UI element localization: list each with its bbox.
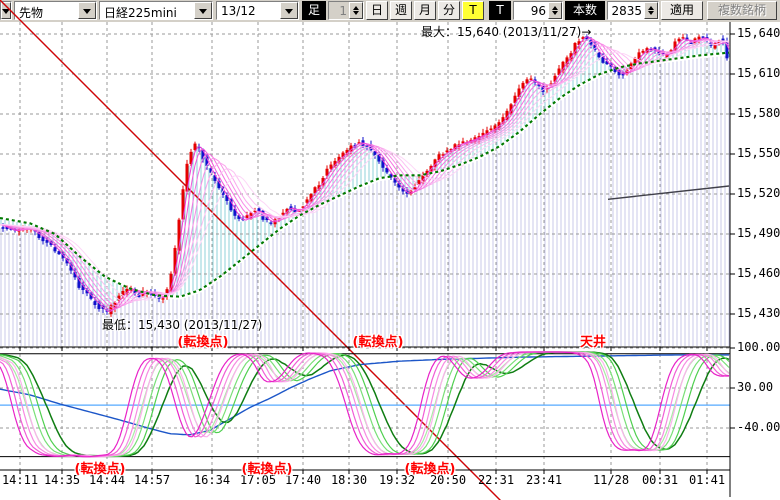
symbol-select[interactable]: 日経225mini — [99, 1, 213, 20]
contract-month-select[interactable]: 13/12 — [216, 1, 299, 20]
time-axis-label: 14:35 — [43, 473, 81, 487]
contract-month-value: 13/12 — [221, 4, 256, 18]
max-price-annotation: 最大：15,640 (2013/11/27)→ — [421, 25, 592, 39]
price-axis-label: 15,550 — [737, 146, 780, 160]
time-axis-label: 17:40 — [284, 473, 322, 487]
time-axis-label: 11/28 — [592, 473, 630, 487]
period-button-週[interactable]: 週 — [390, 1, 412, 20]
tick-count-stepper[interactable]: 96 — [513, 1, 563, 20]
time-axis-label: 01:41 — [688, 473, 726, 487]
signal-annotation: 天井 — [579, 335, 607, 350]
bar-type-label: 足 — [302, 1, 326, 20]
time-axis-label: 14:57 — [133, 473, 171, 487]
interval-value: 1 — [339, 4, 347, 18]
hidden-combo-arrow[interactable] — [0, 1, 12, 20]
price-axis-label: 15,430 — [737, 306, 780, 320]
time-axis-label: 20:50 — [429, 473, 467, 487]
signal-annotation: (転換点) — [352, 335, 404, 350]
spinner-icon[interactable] — [644, 2, 658, 19]
time-axis-label: 00:31 — [641, 473, 679, 487]
oscillator-axis-label: -40.00 — [737, 420, 780, 434]
tick-count-value[interactable]: 96 — [530, 4, 546, 18]
time-axis-label: 23:41 — [525, 473, 563, 487]
multi-symbol-button: 複数銘柄 — [707, 1, 777, 20]
price-axis-label: 15,610 — [737, 66, 780, 80]
period-button-分[interactable]: 分 — [438, 1, 460, 20]
market-select[interactable]: 先物 — [14, 1, 97, 20]
time-axis-label: 16:34 — [193, 473, 231, 487]
interval-stepper: 1 — [328, 1, 364, 20]
signal-annotation: (転換点) — [404, 462, 456, 477]
price-axis-label: 15,640 — [737, 26, 780, 40]
oscillator-axis-label: 30.00 — [737, 380, 774, 394]
period-button-T[interactable]: T — [462, 1, 484, 20]
min-price-annotation: 最低：15,430 (2013/11/27) — [102, 318, 263, 332]
oscillator-axis-label: 100.00 — [737, 340, 780, 354]
time-axis-label: 14:11 — [1, 473, 39, 487]
bars-count-value[interactable]: 2835 — [611, 4, 642, 18]
time-axis-label: 19:32 — [378, 473, 416, 487]
bars-label: 本数 — [565, 1, 605, 20]
toolbar: 先物 日経225mini 13/12 足 1 T 96 本数 2835 適用 複… — [0, 0, 780, 23]
chevron-down-icon[interactable] — [280, 2, 298, 19]
bars-count-stepper[interactable]: 2835 — [607, 1, 659, 20]
tick-label: T — [489, 1, 511, 20]
price-axis-label: 15,520 — [737, 186, 780, 200]
signal-annotation: (転換点) — [177, 335, 229, 350]
price-axis-label: 15,460 — [737, 266, 780, 280]
market-select-value: 先物 — [19, 6, 44, 19]
time-axis-label: 22:31 — [477, 473, 515, 487]
price-axis-label: 15,580 — [737, 106, 780, 120]
apply-button[interactable]: 適用 — [661, 1, 703, 20]
spinner-icon[interactable] — [548, 2, 562, 19]
chevron-down-icon[interactable] — [194, 2, 212, 19]
symbol-select-value: 日経225mini — [104, 6, 177, 19]
time-axis-label: 14:44 — [88, 473, 126, 487]
spinner-icon — [349, 2, 363, 19]
signal-annotation: (転換点) — [241, 462, 293, 477]
period-button-日[interactable]: 日 — [366, 1, 388, 20]
signal-annotation: (転換点) — [74, 462, 126, 477]
time-axis-label: 18:30 — [330, 473, 368, 487]
time-axis-label: 17:05 — [239, 473, 277, 487]
price-axis-label: 15,490 — [737, 226, 780, 240]
chevron-down-icon[interactable] — [78, 2, 96, 19]
period-button-月[interactable]: 月 — [414, 1, 436, 20]
